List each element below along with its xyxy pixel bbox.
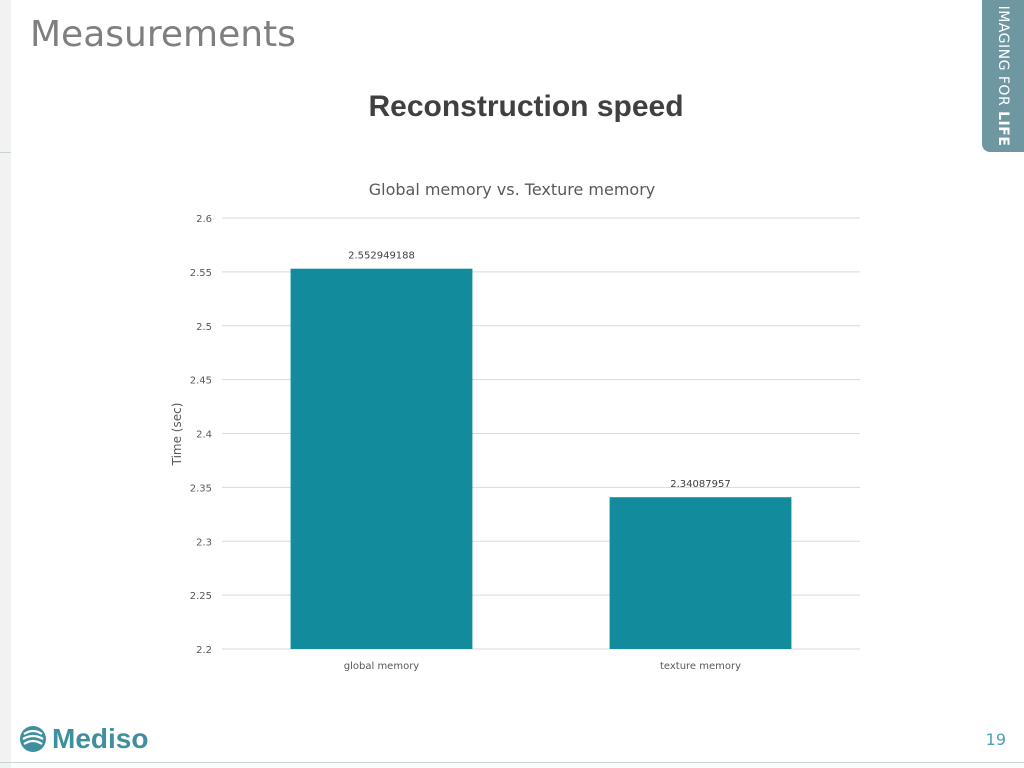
bar-1: [290, 268, 473, 649]
mediso-logo-mark: [20, 726, 46, 752]
y-axis-label: Time (sec): [170, 403, 184, 467]
y-tick-labels: 2.2 2.25 2.3 2.35 2.4 2.45 2.5 2.55 2.6: [190, 214, 212, 656]
page-number: 19: [985, 730, 1006, 749]
value-label: 2.552949188: [348, 251, 415, 262]
x-tick-labels: global memory texture memory: [344, 661, 741, 672]
mediso-logo: Mediso: [18, 722, 158, 756]
x-tick-label: texture memory: [660, 661, 741, 672]
y-tick-label: 2.6: [196, 214, 212, 225]
chart-title: Global memory vs. Texture memory: [369, 180, 656, 199]
slide-subtitle: Reconstruction speed: [368, 90, 684, 123]
bars: [290, 268, 792, 649]
bar-2: [609, 497, 792, 649]
value-label: 2.34087957: [670, 479, 730, 490]
y-tick-label: 2.55: [190, 268, 212, 279]
y-tick-label: 2.3: [196, 537, 212, 548]
y-tick-label: 2.2: [196, 645, 212, 656]
x-tick-label: global memory: [344, 661, 420, 672]
value-labels: 2.552949188 2.34087957: [348, 251, 731, 491]
footer-divider: [0, 762, 1024, 763]
y-tick-label: 2.4: [196, 430, 212, 441]
left-divider: [0, 152, 11, 153]
imaging-for-life-tag: IMAGING FOR LIFE: [982, 0, 1024, 152]
left-margin-strip: [0, 0, 11, 768]
y-tick-label: 2.45: [190, 376, 212, 387]
slide-title: Measurements: [30, 14, 296, 55]
y-tick-label: 2.5: [196, 322, 212, 333]
y-tick-label: 2.25: [190, 591, 212, 602]
y-tick-label: 2.35: [190, 483, 212, 494]
logo-wordmark: Mediso: [52, 723, 149, 754]
